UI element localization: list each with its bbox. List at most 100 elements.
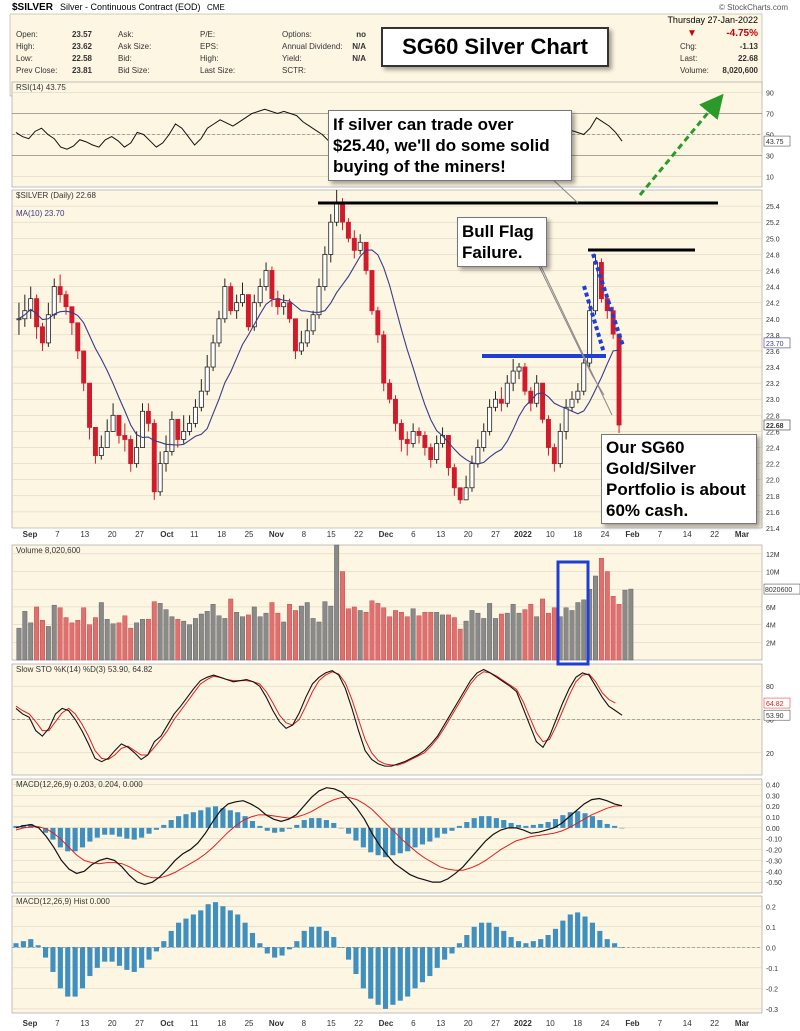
macd-hist-bar	[146, 827, 152, 834]
macd-hist-bar	[486, 816, 492, 828]
macd-hist-bar	[161, 824, 167, 828]
header-field-label: Chg:	[680, 42, 697, 51]
volume-bar	[345, 608, 351, 661]
macd-hist-bar	[242, 816, 248, 828]
x-tick-label: 14	[683, 530, 692, 539]
x-tick-label: 20	[464, 1019, 473, 1028]
macd-hist-bar	[139, 827, 145, 838]
volume-bar	[351, 606, 357, 661]
volume-bar	[381, 607, 387, 661]
hist-bar	[102, 947, 108, 962]
hist-bar	[168, 930, 174, 948]
x-tick-label: 25	[245, 530, 254, 539]
volume-bar	[540, 598, 546, 661]
x-tick-label: 27	[135, 1019, 144, 1028]
header-field-label: Last:	[680, 54, 697, 63]
volume-bar	[222, 618, 228, 661]
hist-bar	[471, 926, 477, 948]
volume-bar	[98, 602, 104, 661]
volume-bar	[416, 615, 422, 661]
candle-body	[398, 422, 404, 440]
volume-bar	[310, 618, 316, 661]
panel-legend: Volume 8,020,600	[16, 546, 81, 555]
x-tick-label: Mar	[735, 1019, 749, 1028]
header-field-label: Options:	[282, 30, 312, 39]
volume-bar	[398, 612, 404, 661]
x-tick-label: 8	[302, 530, 307, 539]
hist-bar	[183, 918, 189, 948]
y-tick-label: -0.30	[766, 858, 782, 865]
y-tick-label: 0.10	[766, 815, 780, 822]
volume-bar	[475, 612, 481, 661]
volume-bar	[334, 544, 340, 661]
macd-hist-bar	[493, 818, 499, 828]
candle-body	[575, 390, 581, 400]
candle-body	[345, 221, 351, 239]
candle-body	[351, 237, 357, 251]
volume-bar	[316, 621, 322, 661]
macd-hist-bar	[28, 823, 34, 828]
x-tick-label: 20	[108, 530, 117, 539]
candle-body	[475, 447, 481, 465]
volume-bar	[57, 607, 63, 661]
candle-body	[181, 431, 187, 440]
volume-bar	[481, 618, 487, 661]
macd-hist-bar	[338, 827, 344, 829]
candle-body	[16, 318, 22, 321]
volume-bar	[469, 610, 475, 661]
y-tick-label: -0.2	[766, 986, 778, 993]
macd-hist-bar	[13, 825, 19, 828]
volume-bar	[522, 609, 528, 661]
x-tick-label: 13	[80, 1019, 89, 1028]
hist-bar	[397, 947, 403, 1001]
macd-hist-bar	[515, 824, 522, 828]
header-field-label: Volume:	[680, 66, 709, 75]
macd-hist-bar	[597, 820, 603, 828]
sto-d-value: 64.82	[766, 701, 784, 708]
candle-body	[198, 390, 204, 408]
hist-bar	[508, 937, 514, 948]
candle-body	[251, 302, 257, 328]
macd-panel: 0.40 0.30 0.20 0.10 0.00 -0.10 -0.20 -0.30 -0.40…	[11, 778, 782, 894]
hist-bar	[390, 947, 396, 1005]
macd-hist-bar	[294, 824, 300, 828]
candle-body	[334, 201, 340, 223]
candle-body	[516, 366, 522, 372]
macd-line	[15, 787, 623, 885]
x-tick-label: 18	[573, 530, 582, 539]
x-tick-label: 18	[217, 530, 226, 539]
header-field-value: N/A	[352, 54, 366, 63]
volume-bar	[281, 621, 287, 661]
flag-upper-channel	[591, 253, 625, 347]
sto-k-badge	[763, 709, 791, 721]
y-tick-label: 10M	[766, 570, 780, 577]
hist-bar	[575, 912, 581, 948]
x-tick-label: 2022	[514, 530, 532, 539]
hist-bar	[479, 922, 485, 948]
header-field-value: 23.62	[72, 42, 93, 51]
volume-bar	[293, 610, 298, 661]
y-tick-label: 2M	[766, 640, 776, 647]
volume-bar	[34, 606, 40, 661]
macd-hist-bar	[382, 827, 389, 858]
hist-bar	[552, 928, 559, 948]
x-tick-label: 13	[80, 530, 89, 539]
candle-body	[293, 318, 298, 352]
hist-bar	[434, 947, 440, 968]
candle-body	[187, 422, 193, 432]
volume-bar	[463, 620, 469, 661]
candle-body	[316, 286, 322, 316]
candle-body	[163, 451, 169, 465]
macd-hist-bar	[79, 827, 86, 848]
macd-hist-bar	[279, 827, 285, 832]
volume-bar	[616, 604, 622, 661]
volume-bar	[575, 602, 581, 661]
y-tick-label: 90	[766, 91, 774, 98]
volume-bar	[357, 610, 363, 661]
header-field-label: P/E:	[200, 30, 215, 39]
candle-body	[287, 302, 293, 320]
volume-bar	[410, 608, 416, 661]
candle-body	[140, 410, 145, 448]
x-tick-label: Feb	[625, 530, 639, 539]
candle-body	[522, 366, 528, 392]
